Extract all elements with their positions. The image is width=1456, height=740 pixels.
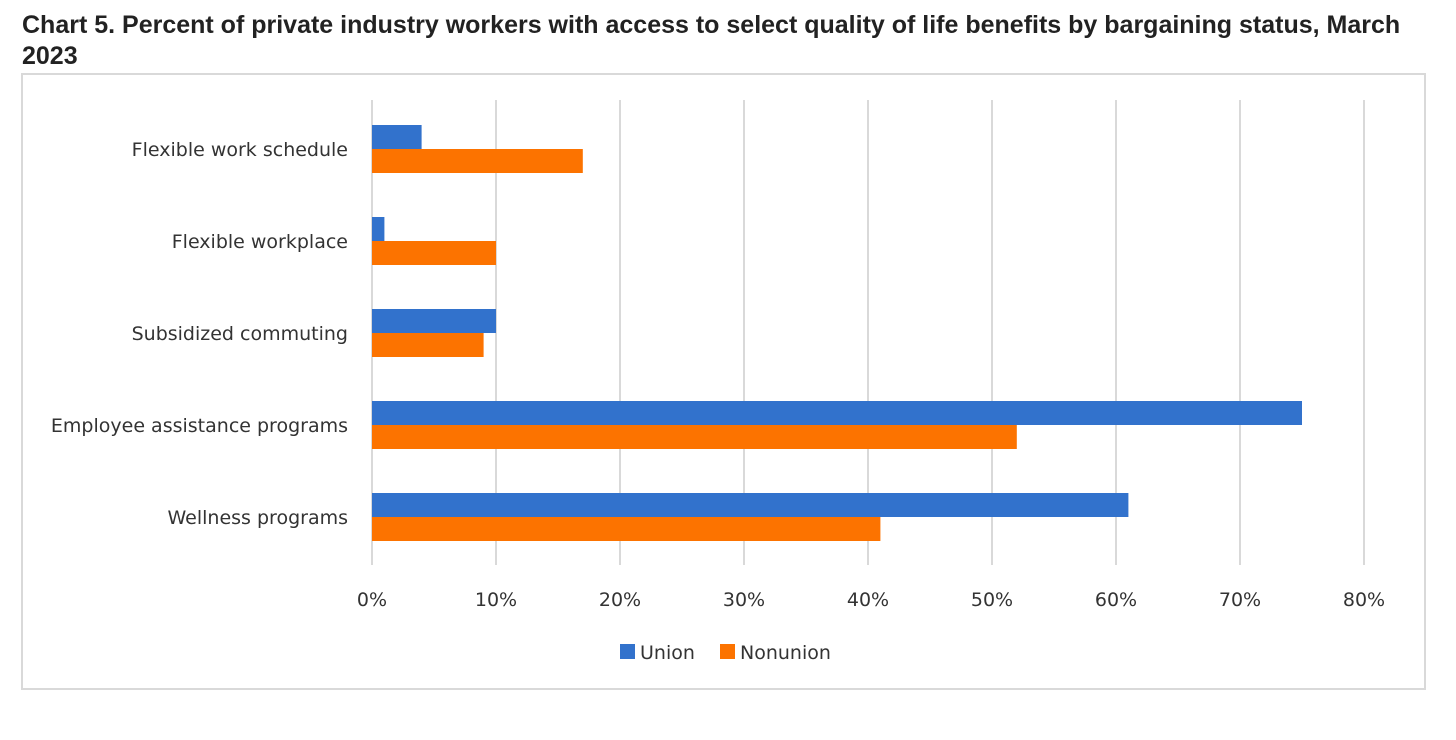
legend: Union Nonunion <box>620 642 831 664</box>
category-label: Subsidized commuting <box>132 323 348 345</box>
bars <box>372 125 1302 541</box>
x-tick-label: 70% <box>1219 589 1261 611</box>
x-tick-label: 20% <box>599 589 641 611</box>
category-labels: Flexible work schedule Flexible workplace… <box>51 139 348 529</box>
bar-nonunion <box>372 425 1017 449</box>
bar-union <box>372 217 385 241</box>
legend-swatch-nonunion <box>720 644 735 659</box>
bar-nonunion <box>372 517 881 541</box>
legend-label-nonunion: Nonunion <box>740 642 831 664</box>
x-tick-label: 30% <box>723 589 765 611</box>
bar-union <box>372 125 422 149</box>
bar-nonunion <box>372 241 496 265</box>
category-label: Flexible workplace <box>172 231 348 253</box>
bar-nonunion <box>372 333 484 357</box>
category-label: Flexible work schedule <box>132 139 348 161</box>
x-tick-labels: 0% 10% 20% 30% 40% 50% 60% 70% 80% <box>357 589 1385 611</box>
x-tick-label: 50% <box>971 589 1013 611</box>
x-tick-label: 0% <box>357 589 387 611</box>
x-tick-label: 40% <box>847 589 889 611</box>
chart-title: Chart 5. Percent of private industry wor… <box>22 11 1401 70</box>
bar-union <box>372 309 496 333</box>
category-label: Wellness programs <box>168 507 349 529</box>
bar-union <box>372 493 1129 517</box>
legend-swatch-union <box>620 644 635 659</box>
legend-label-union: Union <box>640 642 695 664</box>
x-tick-label: 10% <box>475 589 517 611</box>
x-tick-label: 80% <box>1343 589 1385 611</box>
category-label: Employee assistance programs <box>51 415 348 437</box>
chart-frame <box>21 73 1426 690</box>
bar-nonunion <box>372 149 583 173</box>
x-tick-label: 60% <box>1095 589 1137 611</box>
gridlines <box>371 100 1365 565</box>
bar-union <box>372 401 1302 425</box>
